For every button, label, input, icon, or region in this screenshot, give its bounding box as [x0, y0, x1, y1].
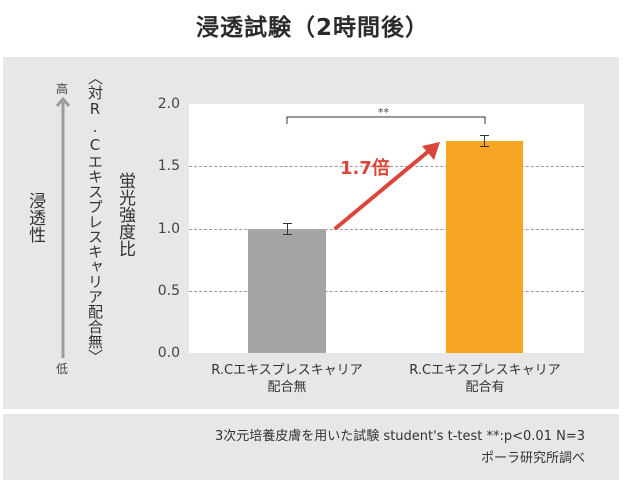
gridline-1-5	[189, 166, 584, 167]
increase-arrow-icon	[334, 142, 440, 230]
x-label-line1: R.Cエキスプレスキャリア	[211, 363, 363, 378]
significance-bracket	[286, 116, 486, 124]
footnote-panel	[3, 414, 619, 480]
gridline-0-5	[189, 291, 584, 292]
x-label-without: R.Cエキスプレスキャリア 配合無	[187, 362, 387, 396]
y-axis-label: 蛍光強度比	[115, 172, 135, 257]
y-axis-sublabel: 〈対R.Cエキスプレスキャリア配合無〉	[86, 70, 104, 364]
x-label-with: R.Cエキスプレスキャリア 配合有	[385, 362, 585, 396]
significance-marker: **	[378, 106, 389, 119]
x-label-line2: 配合有	[465, 380, 505, 395]
footnote-method: 3次元培養皮膚を用いた試験 student's t-test **:p<0.01…	[215, 429, 585, 444]
low-label: 低	[56, 362, 69, 376]
y-tick: 0.0	[157, 345, 180, 361]
y-tick: 0.5	[157, 283, 180, 299]
bar-without-carrier	[248, 229, 326, 353]
gridline-1-0	[189, 229, 584, 230]
up-arrow-icon	[56, 96, 70, 358]
error-cap	[283, 234, 292, 235]
ratio-label: 1.7倍	[340, 158, 390, 179]
y-tick: 2.0	[157, 96, 180, 112]
permeability-label: 浸透性	[25, 192, 45, 243]
error-bar	[287, 223, 288, 235]
error-cap	[283, 223, 292, 224]
y-tick: 1.0	[157, 221, 180, 237]
x-label-line2: 配合無	[267, 380, 307, 395]
footnote-source: ポーラ研究所調べ	[480, 451, 585, 466]
error-bar	[484, 135, 485, 147]
error-cap	[480, 146, 489, 147]
high-label: 高	[56, 82, 69, 96]
bar-with-carrier	[446, 141, 523, 353]
chart-title: 浸透試験（2時間後）	[195, 15, 429, 41]
error-cap	[480, 135, 489, 136]
x-label-line1: R.Cエキスプレスキャリア	[409, 363, 561, 378]
y-tick: 1.5	[157, 158, 180, 174]
